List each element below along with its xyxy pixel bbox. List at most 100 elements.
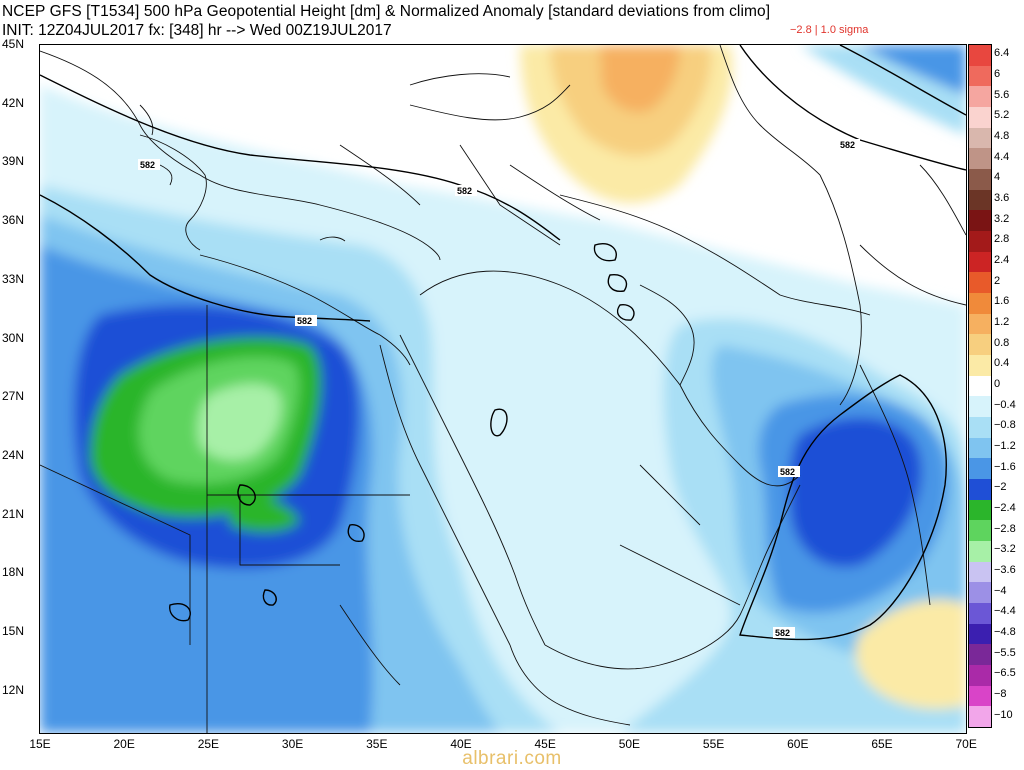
- colorbar-label: 4.4: [994, 150, 1010, 163]
- colorbar-cell: [969, 86, 991, 108]
- colorbar-label: 2.4: [994, 254, 1010, 266]
- colorbar-label: 4: [994, 171, 1001, 184]
- colorbar-label: 5.2: [994, 109, 1010, 122]
- lat-label: 36N: [2, 213, 25, 228]
- colorbar-cell: [969, 355, 991, 377]
- lon-label: 15E: [29, 737, 51, 751]
- lat-label: 18N: [2, 565, 25, 580]
- colorbar-label: −2: [994, 481, 1007, 494]
- colorbar-cell: [969, 396, 991, 418]
- map-canvas: 582 582 582 582 582 582: [40, 45, 966, 733]
- lat-label: 45N: [2, 37, 25, 51]
- map-title: NCEP GFS [T1534] 500 hPa Geopotential He…: [2, 3, 771, 20]
- lon-label: 65E: [871, 737, 893, 751]
- colorbar-cell: [969, 644, 991, 666]
- colorbar-label: −5.5: [994, 646, 1016, 659]
- lon-label: 55E: [702, 737, 725, 751]
- colorbar-cell: [969, 417, 991, 439]
- colorbar-cell: [969, 541, 991, 563]
- colorbar-label: 5.6: [994, 88, 1010, 101]
- lon-label: 30E: [281, 737, 304, 751]
- colorbar-cell: [969, 582, 991, 604]
- anomaly-field: [40, 45, 966, 733]
- colorbar-cell: [969, 437, 991, 459]
- colorbar-cell: [969, 251, 991, 273]
- lon-label: 45E: [534, 737, 556, 751]
- lon-label: 35E: [366, 737, 388, 751]
- colorbar-label: 6: [994, 68, 1001, 80]
- lat-label: 12N: [2, 682, 25, 697]
- watermark: albrari.com: [462, 748, 562, 769]
- colorbar-cell: [969, 665, 991, 687]
- colorbar-label: 0.8: [994, 336, 1010, 349]
- colorbar-cell: [969, 685, 991, 707]
- colorbar-cell: [969, 561, 991, 583]
- colorbar-cell: [969, 458, 991, 480]
- contour-label: 582: [297, 316, 312, 326]
- lat-label: 39N: [2, 154, 25, 169]
- colorbar-label: 2: [994, 274, 1001, 287]
- colorbar-label: 0.4: [994, 357, 1010, 370]
- init-line: INIT: 12Z04JUL2017 fx: [348] hr --> Wed …: [2, 22, 392, 39]
- colorbar-label: 6.4: [994, 47, 1010, 60]
- contour-label: 582: [140, 160, 155, 170]
- colorbar-cell: [969, 313, 991, 335]
- lat-label: 15N: [2, 624, 25, 638]
- lat-label: 33N: [2, 271, 25, 286]
- colorbar-label: 3.6: [994, 192, 1010, 204]
- map-area[interactable]: 582 582 582 582 582 582: [39, 44, 967, 734]
- colorbar-label: −1.6: [994, 460, 1016, 473]
- colorbar-cell: [969, 45, 991, 67]
- colorbar-cell: [969, 520, 991, 542]
- colorbar-label: −2.4: [994, 502, 1016, 514]
- colorbar-label: −10: [994, 708, 1013, 721]
- colorbar-cell: [969, 293, 991, 315]
- colorbar-cell: [969, 479, 991, 501]
- colorbar-label: −2.8: [994, 522, 1016, 535]
- colorbar-label: −0.8: [994, 419, 1016, 432]
- colorbar-cell: [969, 210, 991, 232]
- colorbar-cell: [969, 189, 991, 211]
- lat-label: 27N: [2, 389, 25, 404]
- colorbar-label: −1.2: [994, 440, 1016, 452]
- colorbar-label: 1.6: [994, 295, 1010, 308]
- lon-label: 70E: [955, 737, 977, 751]
- colorbar-label: −3.2: [994, 543, 1016, 556]
- lon-label: 40E: [450, 737, 472, 751]
- colorbar-label: 3.2: [994, 212, 1010, 225]
- contour-label: 582: [780, 467, 795, 477]
- colorbar-cell: [969, 127, 991, 149]
- colorbar-cell: [969, 623, 991, 645]
- colorbar-cell: [969, 272, 991, 294]
- lon-label: 60E: [787, 737, 809, 751]
- colorbar-label: 0: [994, 378, 1001, 390]
- lat-label: 42N: [2, 95, 25, 110]
- colorbar-cell: [969, 169, 991, 191]
- sigma-note: −2.8 | 1.0 sigma: [790, 24, 869, 36]
- colorbar-label: −6.5: [994, 667, 1016, 680]
- colorbar-cell: [969, 231, 991, 253]
- colorbar-label: −8: [994, 688, 1007, 700]
- lat-label: 30N: [2, 330, 25, 345]
- lon-label: 25E: [197, 737, 220, 751]
- colorbar-label: −0.4: [994, 398, 1016, 411]
- colorbar-cell: [969, 65, 991, 87]
- colorbar-cell: [969, 334, 991, 356]
- colorbar-label: −4.4: [994, 605, 1016, 618]
- contour-label: 582: [775, 628, 790, 638]
- colorbar-cell: [969, 706, 991, 728]
- colorbar-cell: [969, 148, 991, 170]
- colorbar-label: −4: [994, 584, 1007, 597]
- colorbar-label: −4.8: [994, 626, 1016, 638]
- colorbar: [968, 44, 992, 728]
- colorbar-cell: [969, 603, 991, 625]
- contour-label: 582: [840, 140, 855, 150]
- lon-label: 20E: [113, 737, 135, 751]
- colorbar-label: 1.2: [994, 316, 1010, 328]
- contour-label: 582: [457, 186, 472, 196]
- height-contours: [40, 45, 966, 641]
- colorbar-cell: [969, 375, 991, 397]
- colorbar-cell: [969, 499, 991, 521]
- lon-label: 50E: [618, 737, 641, 751]
- lat-label: 21N: [2, 506, 25, 521]
